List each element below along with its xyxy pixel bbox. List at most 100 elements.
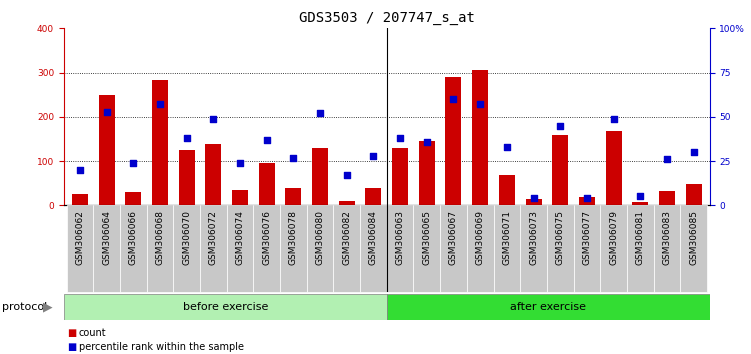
Bar [605, 131, 622, 205]
Point [314, 110, 326, 116]
Bar [467, 205, 493, 292]
Point [527, 195, 539, 201]
Point [635, 194, 647, 199]
Bar [547, 205, 574, 292]
Text: ■: ■ [68, 329, 77, 338]
Text: GSM306085: GSM306085 [689, 210, 698, 265]
Bar [253, 205, 280, 292]
Point [341, 172, 353, 178]
Bar [227, 205, 253, 292]
Point [501, 144, 513, 150]
Bar [627, 205, 653, 292]
Bar [179, 150, 195, 205]
Text: GDS3503 / 207747_s_at: GDS3503 / 207747_s_at [299, 11, 475, 25]
Text: GSM306074: GSM306074 [236, 210, 245, 264]
Text: after exercise: after exercise [510, 302, 587, 312]
Text: ▶: ▶ [43, 301, 52, 314]
Bar [632, 202, 648, 205]
Bar [258, 163, 275, 205]
Bar [579, 198, 595, 205]
Point [234, 160, 246, 166]
Text: GSM306077: GSM306077 [583, 210, 592, 265]
Point [101, 109, 113, 114]
Point [554, 123, 566, 129]
Point [207, 116, 219, 121]
Text: GSM306084: GSM306084 [369, 210, 378, 264]
Text: GSM306064: GSM306064 [102, 210, 111, 264]
Bar [93, 205, 120, 292]
Point [367, 153, 379, 159]
Bar [445, 77, 462, 205]
Text: GSM306063: GSM306063 [396, 210, 405, 265]
Bar [339, 201, 354, 205]
Bar [280, 205, 306, 292]
Text: GSM306067: GSM306067 [449, 210, 458, 265]
Bar [64, 294, 387, 320]
Bar [232, 190, 248, 205]
Text: GSM306068: GSM306068 [155, 210, 164, 265]
Bar [72, 194, 88, 205]
Point [394, 135, 406, 141]
Text: GSM306076: GSM306076 [262, 210, 271, 265]
Bar [659, 191, 675, 205]
Bar [653, 205, 680, 292]
Bar [526, 199, 541, 205]
Bar [520, 205, 547, 292]
Text: GSM306080: GSM306080 [315, 210, 324, 265]
Point [180, 135, 192, 141]
Text: percentile rank within the sample: percentile rank within the sample [79, 342, 244, 352]
Bar [600, 205, 627, 292]
Bar [152, 80, 168, 205]
Text: GSM306065: GSM306065 [422, 210, 431, 265]
Point [688, 149, 700, 155]
Point [448, 96, 460, 102]
Bar [472, 70, 488, 205]
Bar [440, 205, 467, 292]
Bar [333, 205, 360, 292]
Point [581, 195, 593, 201]
Bar [360, 205, 387, 292]
Bar [98, 95, 115, 205]
Bar [392, 148, 408, 205]
Bar [387, 205, 414, 292]
Point [74, 167, 86, 173]
Text: GSM306066: GSM306066 [128, 210, 137, 265]
Point [421, 139, 433, 144]
Text: GSM306082: GSM306082 [342, 210, 351, 264]
Text: GSM306081: GSM306081 [636, 210, 645, 265]
Bar [366, 188, 382, 205]
Text: protocol: protocol [2, 302, 47, 312]
Text: GSM306070: GSM306070 [182, 210, 191, 265]
Point [608, 116, 620, 121]
Bar [205, 144, 222, 205]
Point [661, 156, 673, 162]
Text: GSM306079: GSM306079 [609, 210, 618, 265]
Bar [120, 205, 146, 292]
Bar [67, 205, 93, 292]
Bar [200, 205, 227, 292]
Bar [125, 192, 141, 205]
Text: GSM306073: GSM306073 [529, 210, 538, 265]
Text: GSM306075: GSM306075 [556, 210, 565, 265]
Bar [146, 205, 173, 292]
Bar [306, 205, 333, 292]
Point [154, 102, 166, 107]
Point [127, 160, 139, 166]
Text: GSM306083: GSM306083 [662, 210, 671, 265]
Bar [552, 136, 569, 205]
Text: ■: ■ [68, 342, 77, 352]
Bar [686, 184, 701, 205]
Bar [312, 148, 328, 205]
Bar [387, 294, 710, 320]
Point [474, 102, 486, 107]
Text: GSM306078: GSM306078 [289, 210, 298, 265]
Bar [499, 175, 515, 205]
Bar [680, 205, 707, 292]
Bar [493, 205, 520, 292]
Bar [285, 188, 301, 205]
Text: GSM306062: GSM306062 [75, 210, 84, 264]
Text: before exercise: before exercise [182, 302, 268, 312]
Bar [419, 141, 435, 205]
Text: count: count [79, 329, 107, 338]
Point [288, 155, 300, 160]
